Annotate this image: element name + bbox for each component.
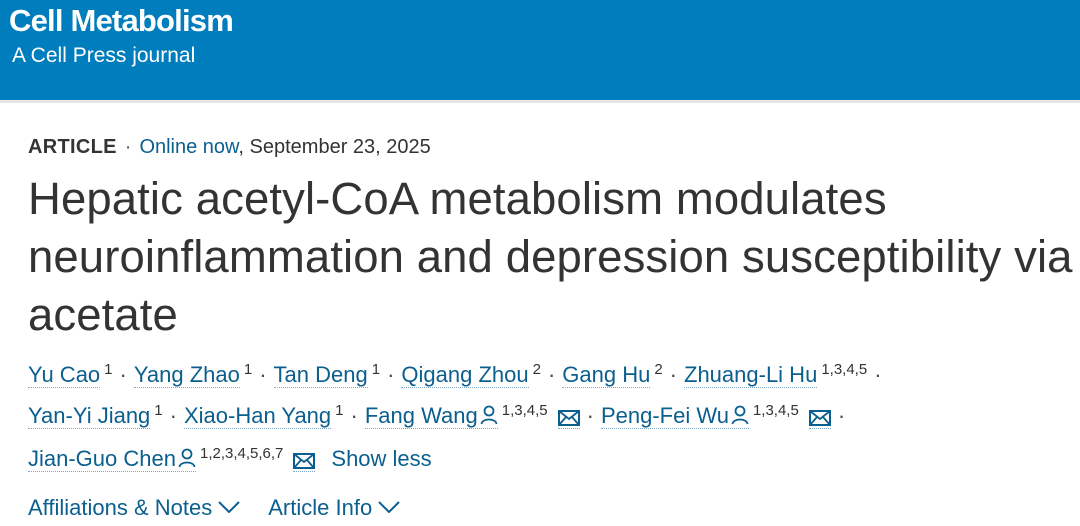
author: Peng-Fei Wu 1,3,4,5 (600, 402, 831, 429)
author-name[interactable]: Fang Wang (364, 403, 498, 429)
author-list: Yu Cao 1 · Yang Zhao 1 · Tan Deng 1 · Qigang Zhou… (28, 352, 1068, 479)
affiliation-sup: 1 (104, 361, 113, 378)
separator: · (669, 362, 677, 387)
article-meta: ARTICLE · Online now, September 23, 2025 (28, 136, 1080, 162)
affiliation-sup: 1 (335, 402, 344, 419)
author: Zhuang-Li Hu 1,3,4,5 (684, 361, 868, 388)
separator: · (169, 403, 177, 428)
separator: · (119, 362, 127, 387)
publication-date: , September 23, 2025 (238, 136, 431, 158)
author-name[interactable]: Qigang Zhou (401, 362, 529, 388)
author: Jian-Guo Chen 1,2,3,4,5,6,7 (28, 445, 316, 472)
affiliation-sup: 1,3,4,5 (821, 361, 868, 378)
section-toggle[interactable]: Affiliations & Notes (28, 495, 240, 520)
section-toggle[interactable]: Article Info (268, 495, 400, 520)
person-icon (178, 443, 196, 479)
separator: · (586, 403, 594, 428)
affiliation-sup: 1,3,4,5 (752, 402, 799, 419)
separator: · (387, 362, 395, 387)
author: Xiao-Han Yang 1 (183, 402, 344, 429)
separator: · (837, 403, 846, 428)
article-title: Hepatic acetyl-CoA metabolism modulates … (28, 173, 1073, 340)
journal-subtitle: A Cell Press journal (12, 44, 196, 67)
author-name[interactable]: Xiao-Han Yang (183, 403, 332, 429)
journal-header: Cell Metabolism A Cell Press journal (0, 0, 1080, 103)
person-icon (731, 400, 749, 436)
affiliation-sup: 2 (654, 361, 663, 378)
chevron-down-icon (378, 493, 400, 519)
separator: · (124, 136, 132, 158)
author: Qigang Zhou 2 (401, 361, 541, 388)
author: Fang Wang 1,3,4,5 (364, 402, 580, 429)
author-name[interactable]: Yang Zhao (133, 362, 240, 388)
author: Gang Hu 2 (562, 361, 663, 388)
show-less-button[interactable]: Show less (331, 446, 432, 471)
author-name[interactable]: Tan Deng (273, 362, 368, 388)
affiliation-sup: 1 (154, 402, 163, 419)
author-name[interactable]: Peng-Fei Wu (600, 403, 749, 429)
author-name[interactable]: Jian-Guo Chen (28, 446, 196, 472)
author-name[interactable]: Yan-Yi Jiang (28, 403, 151, 429)
separator: · (874, 362, 882, 387)
article-sections: Affiliations & Notes Article Info (28, 493, 1080, 521)
author-name[interactable]: Yu Cao (28, 362, 101, 388)
author-name[interactable]: Zhuang-Li Hu (684, 362, 818, 388)
email-icon[interactable] (293, 453, 316, 472)
journal-title[interactable]: Cell Metabolism (9, 3, 234, 38)
author-name[interactable]: Gang Hu (562, 362, 651, 388)
affiliation-sup: 2 (532, 361, 541, 378)
author: Yu Cao 1 (28, 361, 113, 388)
affiliation-sup: 1,2,3,4,5,6,7 (199, 445, 284, 462)
chevron-down-icon (218, 493, 240, 519)
affiliation-sup: 1 (243, 361, 253, 378)
separator: · (350, 403, 358, 428)
section-toggle-label: Affiliations & Notes (28, 495, 213, 520)
email-icon[interactable] (557, 410, 580, 429)
separator: · (547, 362, 556, 387)
person-icon (480, 400, 498, 436)
affiliation-sup: 1 (371, 361, 381, 378)
online-now-link[interactable]: Online now (139, 136, 239, 158)
email-icon[interactable] (808, 410, 831, 429)
article-type: ARTICLE (28, 136, 117, 158)
author: Yang Zhao 1 (133, 361, 253, 388)
section-toggle-label: Article Info (268, 495, 373, 520)
affiliation-sup: 1,3,4,5 (501, 402, 548, 419)
author: Tan Deng 1 (273, 361, 381, 388)
author: Yan-Yi Jiang 1 (28, 402, 163, 429)
separator: · (259, 362, 267, 387)
